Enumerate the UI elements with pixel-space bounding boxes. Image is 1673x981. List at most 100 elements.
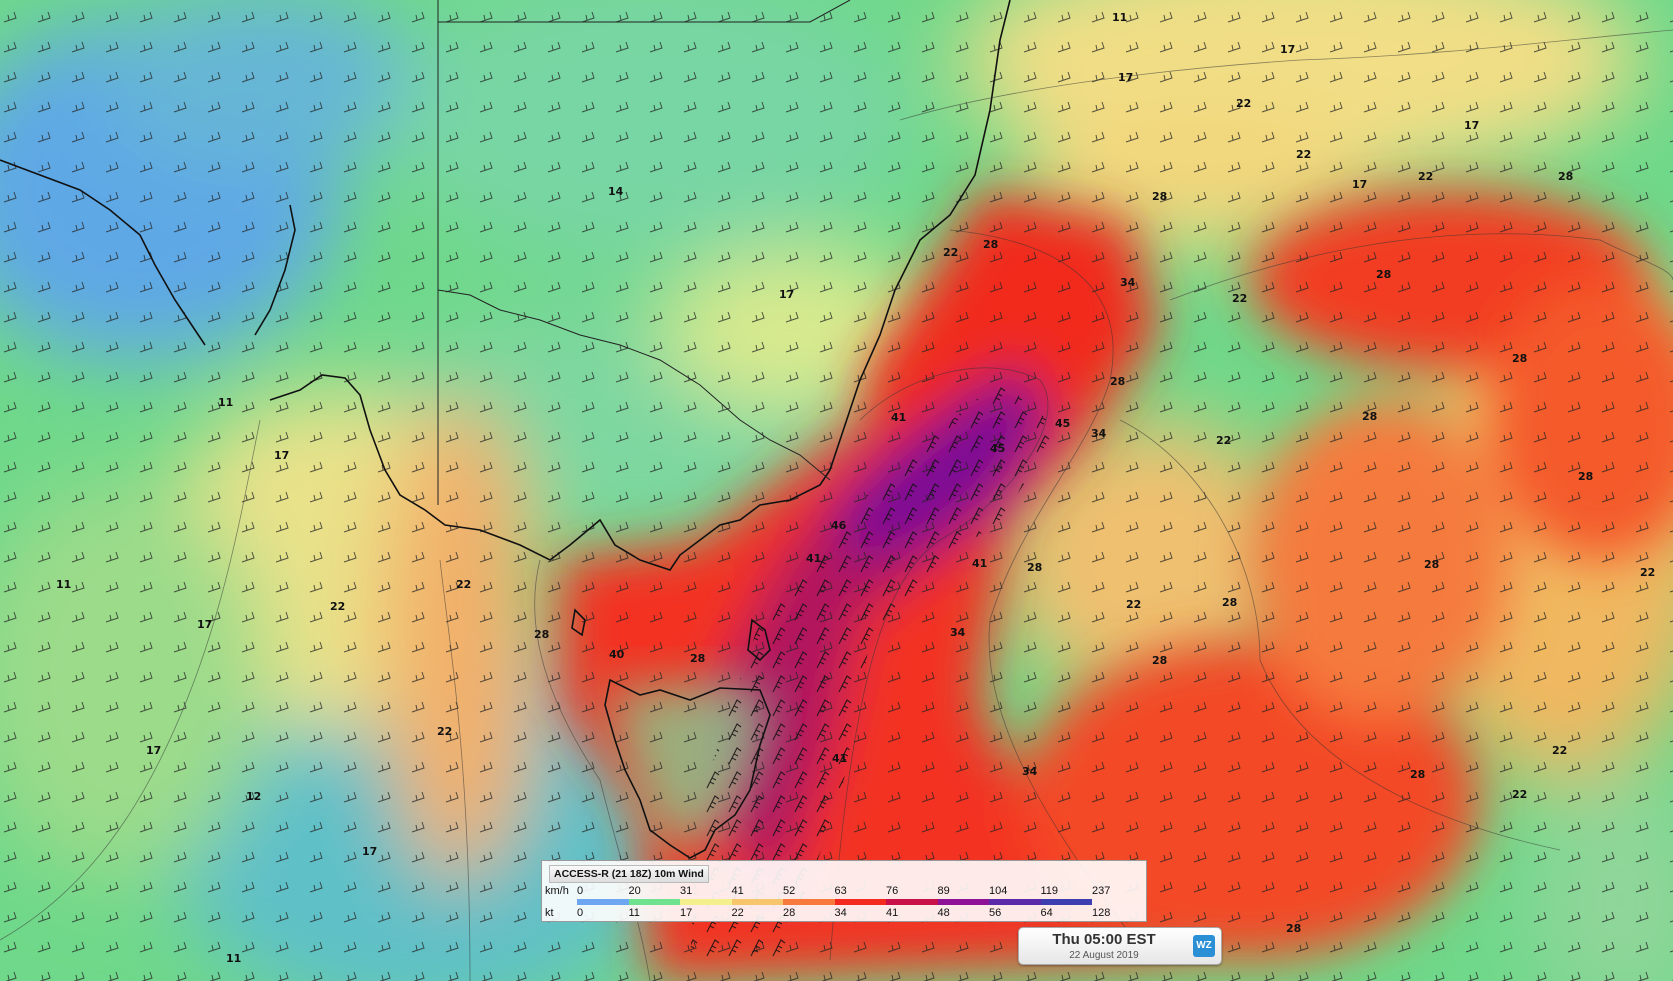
contour-label: 28 [1424,558,1439,571]
legend-color-swatch [577,899,629,905]
contour-label: 22 [330,600,345,613]
contour-label: 12 [246,790,261,803]
state-borders [437,0,851,505]
legend-kmh-value: 20 [628,885,641,897]
legend-color-swatch [783,899,835,905]
contour-label: 28 [1362,410,1377,423]
contour-label: 22 [1232,292,1247,305]
contour-label: 28 [1376,268,1391,281]
legend-title: ACCESS-R (21 18Z) 10m Wind [549,865,709,883]
legend-color-swatch [989,899,1041,905]
contour-label: 17 [1352,178,1367,191]
contour-label: 17 [146,744,161,757]
contour-label: 28 [1222,596,1237,609]
legend-kt-label: kt [545,907,554,919]
contour-label: 28 [1152,654,1167,667]
legend-kmh-value: 52 [783,885,796,897]
legend-color-swatch [628,899,680,905]
contour-label: 17 [1464,119,1479,132]
contour-label: 11 [56,578,71,591]
contour-label: 28 [1286,922,1301,935]
contour-label: 17 [274,449,289,462]
contour-label: 45 [990,442,1005,455]
contour-label: 41 [832,752,847,765]
contour-label: 28 [1578,470,1593,483]
legend-kt-value: 128 [1092,907,1111,919]
contour-label: 45 [1055,417,1070,430]
contour-label: 34 [950,626,966,639]
wind-legend: ACCESS-R (21 18Z) 10m Wind km/h kt 0 0 20 1… [541,860,1147,922]
legend-kt-value: 41 [886,907,899,919]
contour-label: 17 [197,618,212,631]
legend-kt-value: 56 [989,907,1002,919]
legend-kt-value: 64 [1040,907,1053,919]
wind-barbs-strong-layer [690,380,1060,960]
contour-label: 46 [831,519,847,532]
contour-label: 17 [779,288,794,301]
legend-kmh-value: 0 [577,885,584,897]
contour-label: 22 [943,246,958,259]
contour-label: 22 [1418,170,1433,183]
contour-label: 22 [1126,598,1141,611]
contour-label: 22 [1512,788,1527,801]
legend-kt-value: 34 [834,907,847,919]
contour-label: 28 [1558,170,1573,183]
contour-label: 28 [1512,352,1527,365]
contour-label: 41 [806,552,821,565]
contour-label: 22 [1640,566,1655,579]
contour-label: 11 [218,396,233,409]
contour-label: 22 [456,578,471,591]
contour-label: 22 [1296,148,1311,161]
legend-kt-value: 22 [731,907,744,919]
legend-kmh-value: 104 [989,885,1008,897]
legend-color-swatch [937,899,989,905]
legend-kt-value: 17 [680,907,693,919]
contour-label: 34 [1022,765,1038,778]
contour-label: 41 [972,557,987,570]
legend-kmh-value: 119 [1040,885,1059,897]
forecast-time: Thu 05:00 EST [1052,931,1156,948]
contour-label: 22 [1216,434,1231,447]
contour-label: 28 [1410,768,1425,781]
legend-color-swatch [731,899,783,905]
legend-kt-value: 48 [937,907,950,919]
contour-label: 28 [534,628,549,641]
contour-label: 28 [1027,561,1042,574]
coastlines [0,0,1011,859]
legend-kmh-value: 63 [834,885,847,897]
legend-kmh-value: 89 [937,885,950,897]
legend-kmh-value: 31 [680,885,693,897]
contour-label: 17 [362,845,377,858]
forecast-date: 22 August 2019 [1069,950,1139,961]
contour-label: 11 [1112,11,1127,24]
legend-kmh-value: 76 [886,885,899,897]
contour-label: 17 [1280,43,1295,56]
timestamp-box: Thu 05:00 EST 22 August 2019 WZ [1018,927,1222,965]
contour-labels: 11 17 17 22 17 22 17 22 28 28 28 22 22 28 34 17 14 28 28 28… [56,11,1655,965]
contour-label: 14 [608,185,624,198]
legend-kt-value: 28 [783,907,796,919]
contour-label: 28 [690,652,705,665]
contour-label: 22 [437,725,452,738]
legend-kmh-value: 237 [1092,885,1111,897]
legend-color-swatch [834,899,886,905]
legend-color-swatch [680,899,732,905]
legend-kmh-label: km/h [545,885,569,897]
weatherzone-logo[interactable]: WZ [1193,935,1215,957]
legend-color-swatch [1040,899,1092,905]
contour-label: 22 [1236,97,1251,110]
contour-label: 40 [609,648,625,661]
legend-kmh-value: 41 [731,885,744,897]
contour-label: 22 [1552,744,1567,757]
contour-label: 17 [1118,71,1133,84]
contour-label: 11 [226,952,241,965]
isotach-contours [0,29,1673,981]
legend-kt-value: 0 [577,907,584,919]
contour-label: 28 [983,238,998,251]
contour-label: 34 [1120,276,1136,289]
contour-label: 41 [891,411,906,424]
legend-kt-value: 11 [628,907,640,919]
contour-label: 34 [1091,427,1107,440]
